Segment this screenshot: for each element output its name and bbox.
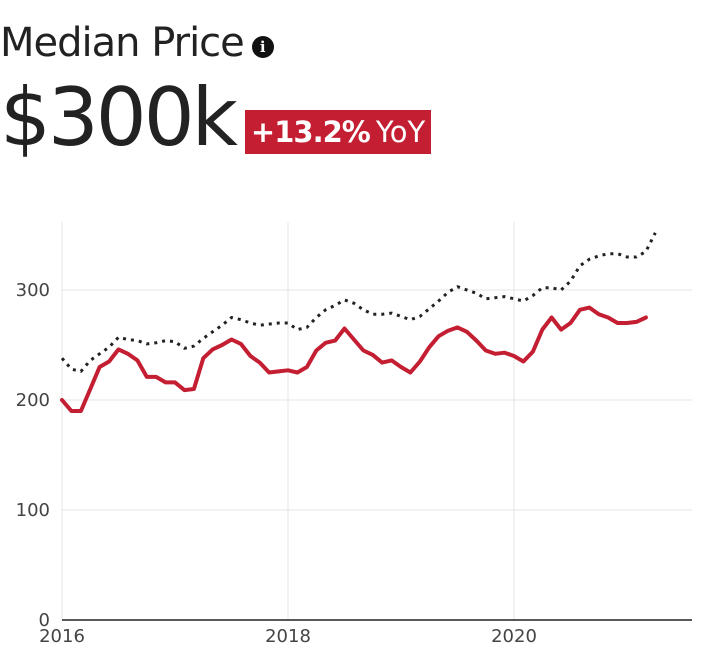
yoy-change-value: +13.2% [250, 115, 371, 149]
yoy-change-badge: +13.2% YoY [244, 110, 432, 154]
median-price-series-line [60, 305, 648, 413]
x-tick-label: 2018 [265, 626, 311, 647]
yoy-label: YoY [375, 115, 426, 149]
page-title: Median Price [0, 20, 245, 66]
x-tick-label: 2016 [39, 626, 85, 647]
y-tick-label: 300 [16, 280, 50, 301]
header: Median Price i $300k +13.2% YoY [0, 18, 432, 164]
info-icon[interactable]: i [251, 36, 274, 58]
y-tick-label: 0 [39, 610, 50, 631]
comparison-series-line [60, 232, 657, 373]
y-tick-label: 200 [16, 390, 50, 411]
value-row: $300k +13.2% YoY [0, 71, 432, 164]
median-price-value: $300k [0, 71, 238, 164]
x-tick-label: 2020 [491, 626, 537, 647]
title-row: Median Price i [0, 18, 431, 68]
y-tick-label: 100 [16, 500, 50, 521]
